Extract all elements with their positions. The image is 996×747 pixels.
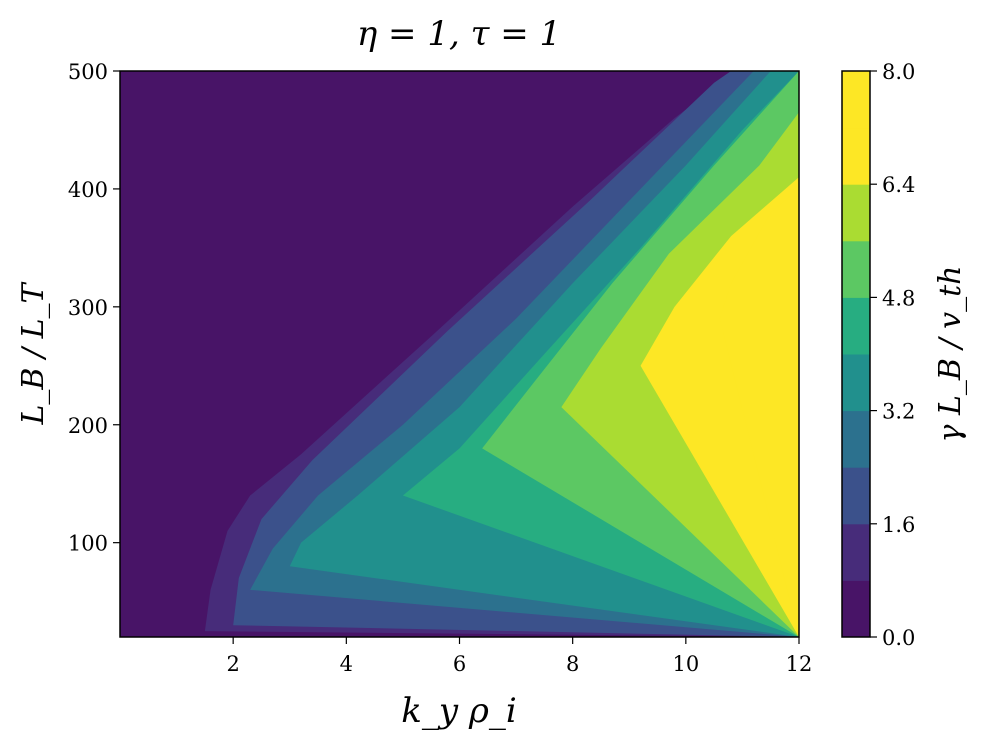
x-axis-label: k_y ρ_i xyxy=(401,691,516,731)
contour-band-9 xyxy=(719,188,799,637)
y-tick-label: 300 xyxy=(68,296,108,320)
x-axis: 2 4 6 8 10 12 xyxy=(226,637,812,676)
colorbar-tick-label: 0.0 xyxy=(882,626,915,650)
x-tick-label: 8 xyxy=(566,652,579,676)
x-tick-label: 6 xyxy=(453,652,466,676)
colorbar-tick-label: 4.8 xyxy=(882,286,915,310)
colorbar-segment xyxy=(842,184,870,242)
y-tick-label: 400 xyxy=(68,178,108,202)
colorbar-segment xyxy=(842,71,870,129)
colorbar-tick-label: 3.2 xyxy=(882,400,915,424)
y-tick-label: 500 xyxy=(68,60,108,84)
colorbar-segment xyxy=(842,240,870,298)
chart-title: η = 1, τ = 1 xyxy=(357,14,561,54)
colorbar-segment xyxy=(842,127,870,185)
colorbar-ticks: 0.0 1.6 3.2 4.8 6.4 8.0 xyxy=(870,60,915,650)
colorbar-tick-label: 1.6 xyxy=(882,513,915,537)
colorbar-segment xyxy=(842,467,870,525)
colorbar-segment xyxy=(842,523,870,581)
y-tick-label: 100 xyxy=(68,532,108,556)
colorbar-segment xyxy=(842,410,870,468)
x-tick-label: 2 xyxy=(226,652,239,676)
y-axis-label: L_B / L_T xyxy=(16,281,51,425)
y-tick-label: 200 xyxy=(68,414,108,438)
colorbar-segment xyxy=(842,297,870,355)
plot-area xyxy=(120,71,799,637)
y-axis: 100 200 300 400 500 xyxy=(68,60,120,556)
colorbar-frame xyxy=(841,70,871,638)
colorbar xyxy=(842,71,870,638)
x-tick-label: 10 xyxy=(672,652,699,676)
colorbar-tick-label: 8.0 xyxy=(882,60,915,84)
colorbar-segment xyxy=(842,354,870,412)
colorbar-segment xyxy=(842,580,870,638)
colorbar-tick-label: 6.4 xyxy=(882,173,915,197)
x-tick-label: 12 xyxy=(786,652,813,676)
x-tick-label: 4 xyxy=(340,652,353,676)
colorbar-label: γ L_B / v_th xyxy=(933,266,968,443)
